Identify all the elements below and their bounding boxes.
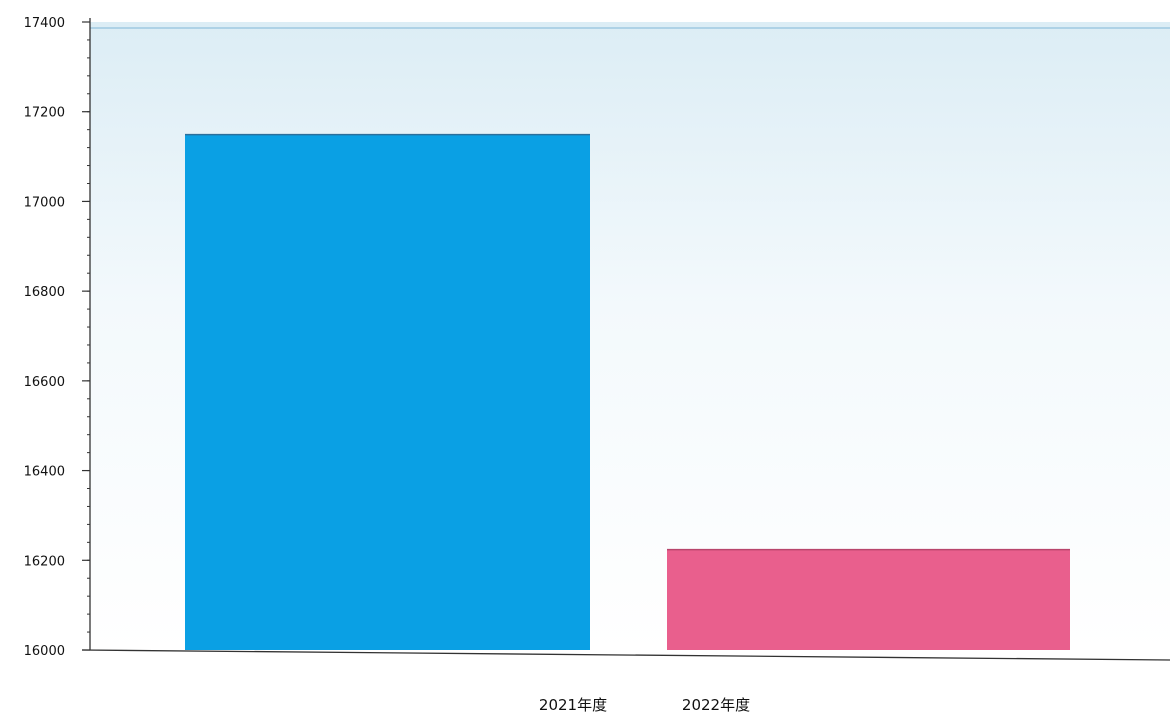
x-axis-line [81, 649, 1171, 661]
x-category-label-1: 2021年度 [539, 696, 607, 714]
y-tick-label: 17200 [24, 106, 65, 121]
y-tick-label: 16800 [24, 285, 65, 300]
x-axis: 2021年度 2022年度 [81, 649, 1171, 714]
y-tick-label: 17000 [24, 195, 65, 210]
x-category-label-2: 2022年度 [682, 696, 750, 714]
y-tick-label: 16200 [24, 554, 65, 569]
bars-group [185, 133, 1070, 651]
bar-2 [667, 549, 1070, 650]
bar-1 [185, 134, 590, 651]
y-tick-label: 16600 [24, 375, 65, 390]
y-axis: 16000 16200 16400 16600 16800 17000 17200 17400 [24, 16, 91, 659]
y-tick-label: 16000 [24, 644, 65, 659]
y-tick-label: 17400 [24, 16, 65, 31]
y-tick-label: 16400 [24, 465, 65, 480]
